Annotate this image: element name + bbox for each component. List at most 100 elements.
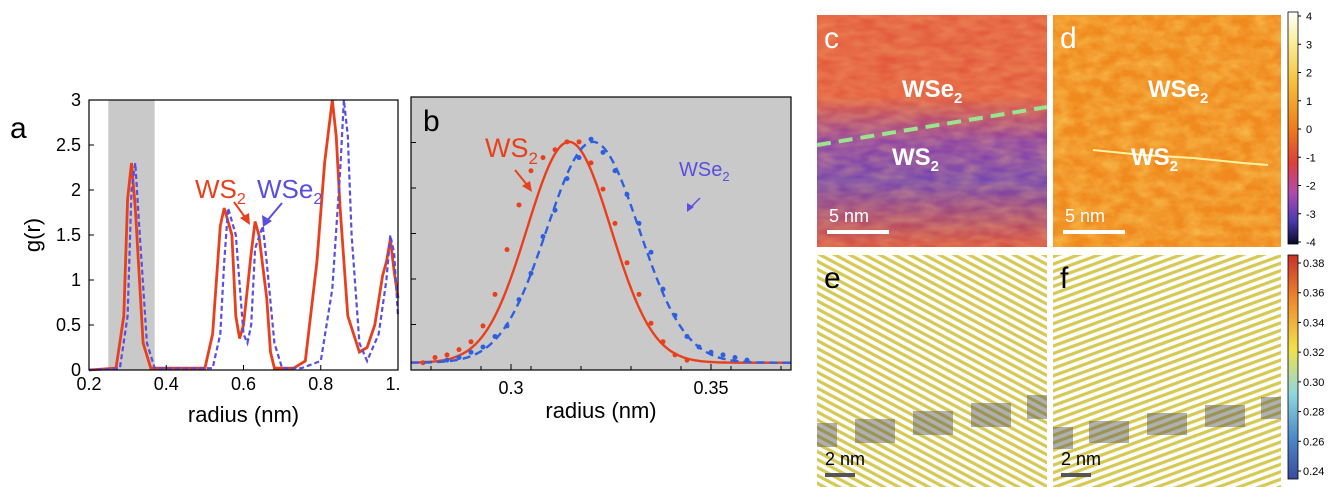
data-point-wse2: [732, 354, 738, 360]
interface-box: [1147, 413, 1187, 435]
data-point-wse2: [516, 297, 522, 303]
x-axis-label-b: radius (nm): [545, 398, 656, 423]
data-point-ws2: [504, 247, 510, 253]
data-point-wse2: [624, 191, 630, 197]
data-point-wse2: [444, 357, 450, 363]
x-tick-label: 0.4: [154, 374, 179, 394]
colorbar-tick-label: 0.26: [1303, 436, 1324, 448]
colorbar-tick-label: 0.36: [1303, 288, 1324, 300]
annotation-arrowhead-ws2: [240, 213, 250, 225]
data-point-wse2: [696, 344, 702, 350]
data-point-wse2: [552, 207, 558, 213]
y-tick-label: 2: [71, 180, 81, 200]
data-point-ws2: [516, 202, 522, 208]
data-point-ws2: [588, 160, 594, 166]
x-tick-label: 0.3: [498, 378, 523, 398]
interface-box: [855, 419, 895, 443]
y-tick-label: 0: [71, 360, 81, 380]
data-point-wse2: [600, 149, 606, 155]
colorbar-tick-label: 0.34: [1303, 317, 1324, 329]
annotation-ws2-b: WS2: [485, 133, 538, 168]
scalebar-d-label: 5 nm: [1065, 206, 1105, 226]
data-point-ws2: [636, 291, 642, 297]
data-point-ws2: [684, 357, 690, 363]
data-point-wse2: [456, 354, 462, 360]
annotation-wse2-b: WSe2: [679, 159, 730, 184]
data-point-wse2: [684, 333, 690, 339]
colorbar-tick-label: 4: [1306, 11, 1312, 23]
y-tick-label: 0.5: [56, 315, 81, 335]
data-point-wse2: [504, 323, 510, 329]
scalebar-f: [1061, 473, 1091, 477]
colorbar-top: 4 3 2 1 0 -1 -2 -3 -4: [1287, 11, 1316, 249]
data-point-wse2: [480, 344, 486, 350]
data-point-wse2: [588, 136, 594, 142]
y-axis-label-a: g(r): [20, 218, 45, 252]
data-point-ws2: [480, 323, 486, 329]
chart-a: 0.2 0.4 0.6 0.8 1.0 0 0.5 1 1.5 2 2.5 3 radius (nm) g…: [20, 90, 400, 427]
interface-box: [913, 411, 953, 435]
interface-box: [1089, 421, 1129, 443]
annotation-wse2-a: WSe2: [257, 174, 322, 208]
colorbar-bottom: 0.38 0.36 0.34 0.32 0.30 0.28 0.26 0.24: [1287, 254, 1324, 480]
data-point-ws2: [432, 354, 438, 360]
map-e: 2 nm: [817, 255, 1047, 487]
colorbar-tick-label: 3: [1306, 39, 1312, 51]
colorbar-tick-label: -2: [1306, 181, 1316, 193]
colorbar-tick-label: -1: [1306, 152, 1316, 164]
data-point-wse2: [720, 352, 726, 358]
data-point-ws2: [624, 260, 630, 266]
data-point-wse2: [492, 333, 498, 339]
data-point-wse2: [612, 168, 618, 174]
series-line-ws2: [88, 99, 400, 372]
scalebar-c-label: 5 nm: [829, 206, 869, 226]
boundary-line-c: [817, 105, 1047, 147]
data-point-wse2: [672, 312, 678, 318]
interface-box: [1205, 405, 1245, 427]
y-tick-label: 1.5: [56, 225, 81, 245]
data-point-wse2: [648, 249, 654, 255]
data-point-ws2: [564, 139, 570, 145]
colorbar-tick-label: 0.30: [1303, 377, 1324, 389]
interface-box: [1053, 427, 1073, 449]
colorbar-tick-label: 0.38: [1303, 258, 1324, 270]
data-point-ws2: [612, 220, 618, 226]
x-axis-label-a: radius (nm): [188, 402, 299, 427]
colorbar-tick-label: 0.28: [1303, 407, 1324, 419]
map-c-ws2-label: WS2: [892, 144, 939, 175]
panel-label-d: d: [1060, 22, 1077, 55]
x-tick-label: 1.0: [385, 374, 400, 394]
data-point-ws2: [660, 339, 666, 345]
scalebar-c: [827, 230, 889, 234]
colorbar-tick-label: 1: [1306, 96, 1312, 108]
annotation-arrowhead-ws2-b: [522, 181, 532, 192]
scalebar-f-label: 2 nm: [1061, 449, 1101, 469]
x-tick-label: 0.2: [76, 374, 101, 394]
data-point-wse2: [576, 155, 582, 161]
data-point-wse2: [468, 349, 474, 355]
annotation-arrow-wse2: [265, 202, 283, 223]
interface-box: [971, 403, 1011, 427]
data-point-ws2: [540, 155, 546, 161]
y-tick-label: 1: [71, 270, 81, 290]
map-f: 2 nm: [1053, 255, 1281, 487]
annotation-arrow-ws2-b: [514, 169, 529, 187]
data-point-wse2: [636, 220, 642, 226]
colorbar-tick-label: 0: [1306, 124, 1312, 136]
data-point-ws2: [456, 347, 462, 353]
data-point-wse2: [660, 286, 666, 292]
data-point-ws2: [648, 320, 654, 326]
data-point-ws2: [528, 168, 534, 174]
data-point-ws2: [468, 339, 474, 345]
scalebar-e-label: 2 nm: [825, 449, 865, 469]
data-point-ws2: [576, 139, 582, 145]
scalebar-d: [1063, 230, 1125, 234]
x-tick-label: 0.6: [231, 374, 256, 394]
map-d-wse2-label: WSe2: [1148, 76, 1208, 107]
colorbar-tick-label: 0.24: [1303, 466, 1324, 478]
x-tick-label: 0.35: [693, 378, 728, 398]
colorbar-tick-label: -4: [1306, 237, 1316, 249]
y-tick-label: 3: [71, 90, 81, 110]
panel-label-e: e: [824, 262, 841, 295]
shaded-region: [108, 100, 155, 370]
